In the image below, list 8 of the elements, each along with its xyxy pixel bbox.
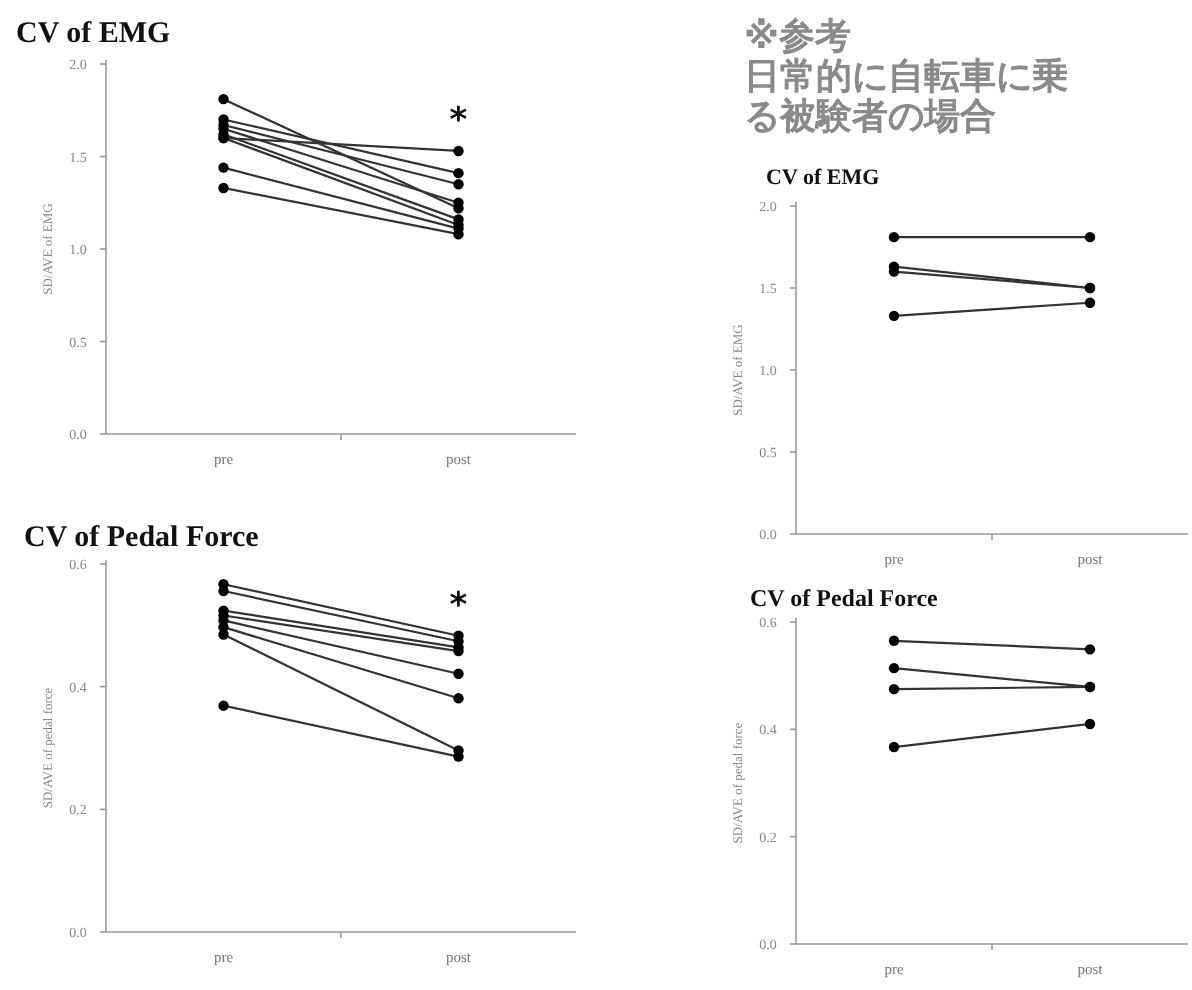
annotation: * xyxy=(449,100,468,141)
annotation: 日常的に自転車に乗る被験者の場合 xyxy=(744,56,1068,138)
chart-title: CV of EMG xyxy=(16,18,172,50)
chart-title: CV of Pedal Force xyxy=(750,584,940,612)
chart-title: CV of Pedal Force xyxy=(24,522,260,554)
annotation: * xyxy=(449,585,468,626)
chart-title: CV of EMG xyxy=(766,166,881,190)
annotation: ※参考 xyxy=(744,16,851,58)
